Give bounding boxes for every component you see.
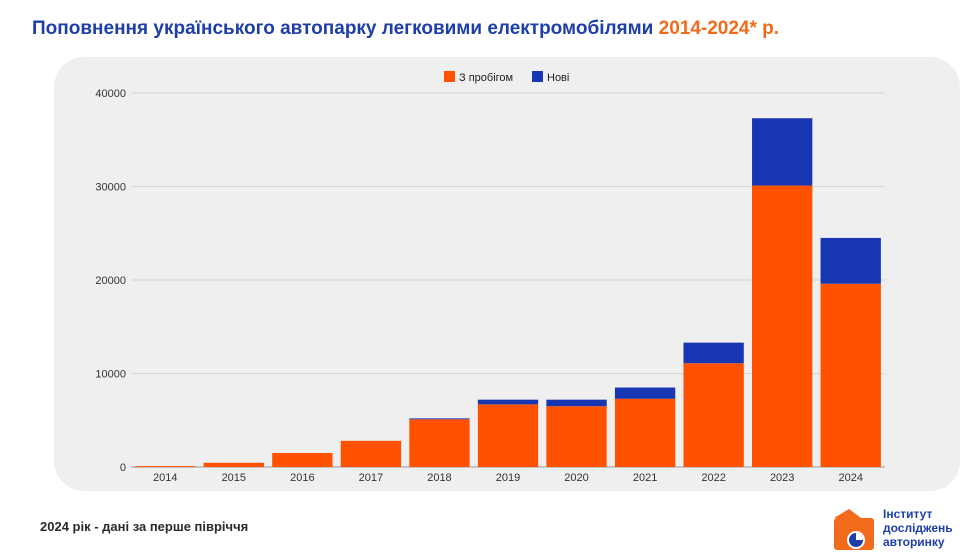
bar-new [409, 418, 470, 420]
bar-used [546, 406, 607, 467]
x-tick-label: 2020 [564, 472, 588, 484]
legend-label-used: З пробігом [459, 72, 513, 84]
logo-text: Інститут досліджень авторинку [883, 507, 953, 549]
bar-used [203, 462, 264, 467]
x-tick-label: 2015 [222, 472, 246, 484]
y-tick-label: 0 [120, 462, 126, 474]
bar-new [752, 118, 813, 186]
y-tick-label: 20000 [95, 275, 126, 287]
bar-new [477, 399, 539, 405]
x-tick-label: 2018 [427, 472, 451, 484]
logo: Інститут досліджень авторинку [833, 506, 973, 552]
bar-new [683, 342, 744, 364]
bar-new [820, 237, 881, 284]
bar-used [477, 404, 539, 467]
y-tick-label: 40000 [95, 88, 126, 100]
x-tick-label: 2016 [290, 472, 314, 484]
footnote: 2024 рік - дані за перше півріччя [40, 519, 249, 534]
bar-used [614, 398, 676, 467]
x-tick-label: 2023 [770, 472, 794, 484]
stacked-bar-chart: 0 10000 20000 30000 40000 2014 2015 2016 2017 201… [95, 71, 885, 484]
title-main: Поповнення українського автопарку легков… [32, 18, 654, 39]
bar-used [135, 466, 196, 467]
bar-new [546, 399, 607, 407]
logo-line-2: досліджень [883, 521, 953, 535]
y-tick-label: 30000 [95, 182, 126, 194]
bar-used [752, 185, 813, 467]
legend-swatch-used [444, 71, 455, 82]
x-tick-label: 2024 [838, 472, 862, 484]
legend-label-new: Нові [547, 72, 569, 84]
bar-used [683, 363, 744, 467]
page-title: Поповнення українського автопарку легков… [32, 18, 779, 40]
x-tick-label: 2022 [701, 472, 725, 484]
bar-used [409, 419, 470, 467]
x-tick-label: 2019 [496, 472, 520, 484]
x-tick-label: 2021 [633, 472, 657, 484]
title-accent: 2014-2024* р. [658, 18, 780, 39]
bar-used [272, 452, 333, 467]
bar-new [614, 387, 676, 399]
x-tick-label: 2014 [153, 472, 177, 484]
x-tick-label: 2017 [359, 472, 383, 484]
bar-used [820, 283, 881, 467]
logo-line-1: Інститут [883, 507, 933, 521]
y-tick-label: 10000 [95, 369, 126, 381]
bar-used [340, 440, 402, 467]
legend-swatch-new [532, 71, 543, 82]
logo-line-3: авторинку [883, 535, 945, 549]
logo-icon [834, 509, 874, 550]
